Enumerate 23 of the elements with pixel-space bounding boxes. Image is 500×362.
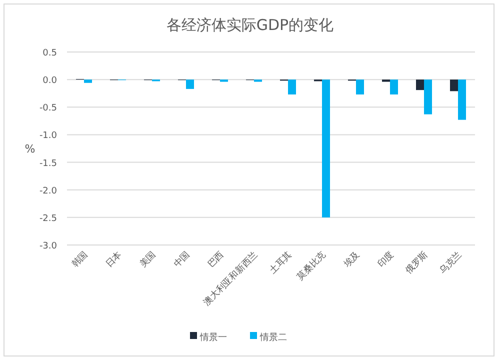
y-tick-label: -1.0 — [39, 131, 58, 142]
legend-label: 情景二 — [259, 332, 287, 343]
y-tick-label: 0.5 — [42, 48, 57, 58]
x-tick-label: 韩国 — [70, 249, 90, 270]
legend-label: 情景一 — [199, 332, 227, 343]
x-tick-label: 中国 — [172, 249, 192, 270]
x-tick-label: 日本 — [104, 249, 124, 270]
x-tick-label: 俄罗斯 — [403, 249, 430, 276]
y-tick-label: -1.5 — [39, 158, 57, 169]
x-tick-label: 巴西 — [206, 250, 226, 270]
x-tick-label: 埃及 — [340, 249, 362, 271]
y-tick-label: 0.0 — [42, 76, 58, 86]
x-tick-label: 莫桑比克 — [294, 249, 328, 283]
y-tick-label: -2.0 — [39, 186, 58, 196]
y-axis-title: % — [24, 142, 36, 156]
x-tick-label: 乌克兰 — [437, 249, 464, 276]
y-tick-label: -0.5 — [39, 104, 57, 114]
x-tick-label: 土耳其 — [267, 249, 294, 276]
x-tick-label: 印度 — [376, 249, 396, 270]
y-tick-label: -2.5 — [39, 214, 57, 224]
chart-title: 各经济体实际GDP的变化 — [166, 16, 334, 34]
x-tick-label: 美国 — [138, 249, 158, 270]
y-tick-label: -3.0 — [39, 242, 58, 252]
